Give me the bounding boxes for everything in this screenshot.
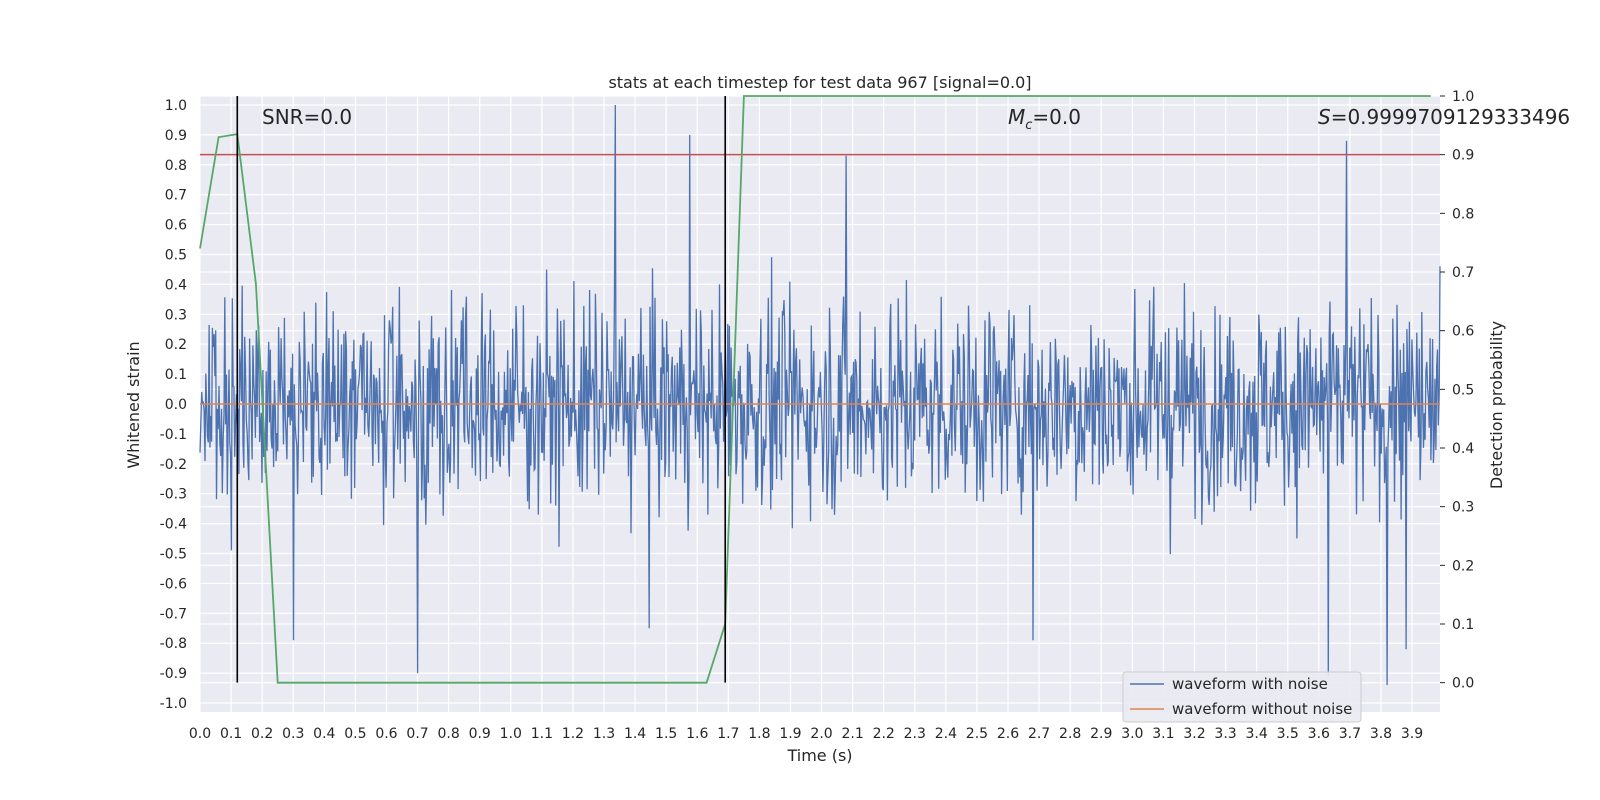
score-value: =0.9999709129333496: [1331, 105, 1570, 129]
y-tick-label: 0.7: [165, 188, 187, 204]
y2-axis-label: Detection probability: [1487, 321, 1506, 489]
y2-axis-ticks: 0.0 0.1 0.2 0.3 0.4 0.5 0.6 0.7 0.8 0.9 1.0: [1440, 89, 1474, 692]
legend-box: [1122, 671, 1362, 723]
x-tick-label: 0.3: [282, 726, 304, 742]
legend-label-clean: waveform without noise: [1172, 700, 1352, 718]
x-tick-label: 0.0: [189, 726, 211, 742]
x-tick-label: 3.8: [1370, 726, 1392, 742]
y-tick-label: -0.7: [160, 606, 187, 622]
y2-tick-label: 0.8: [1452, 206, 1474, 222]
x-tick-label: 0.1: [220, 726, 242, 742]
chart-title: stats at each timestep for test data 967…: [608, 73, 1031, 92]
x-tick-label: 1.0: [500, 726, 522, 742]
noise-waveform-line: [199, 104, 1441, 686]
x-tick-label: 0.6: [375, 726, 397, 742]
y2-tick-label: 0.0: [1452, 676, 1474, 692]
x-tick-label: 1.1: [531, 726, 553, 742]
snr-annotation: SNR=0.0: [262, 105, 352, 129]
x-tick-label: 0.5: [344, 726, 366, 742]
x-tick-label: 3.4: [1246, 726, 1268, 742]
y-tick-label: 0.4: [165, 277, 187, 293]
x-tick-label: 2.2: [873, 726, 895, 742]
y-tick-label: 0.2: [165, 337, 187, 353]
x-tick-label: 1.3: [593, 726, 615, 742]
x-tick-label: 0.7: [406, 726, 428, 742]
detection-probability-line: [199, 95, 1431, 684]
y-tick-label: 0.1: [165, 367, 187, 383]
legend-label-noise: waveform with noise: [1172, 675, 1328, 693]
x-tick-label: 1.4: [624, 726, 646, 742]
x-tick-label: 0.9: [469, 726, 491, 742]
y2-tick-label: 0.6: [1452, 324, 1474, 340]
chirp-mass-value: =0.0: [1032, 105, 1081, 129]
y-tick-label: -0.6: [160, 576, 187, 592]
x-tick-label: 3.9: [1401, 726, 1423, 742]
x-tick-label: 2.3: [904, 726, 926, 742]
x-tick-label: 3.0: [1121, 726, 1143, 742]
x-tick-label: 2.4: [935, 726, 957, 742]
y-tick-label: -0.3: [160, 487, 187, 503]
y2-tick-label: 0.2: [1452, 558, 1474, 574]
y-tick-label: 0.6: [165, 218, 187, 234]
x-tick-label: 1.2: [562, 726, 584, 742]
x-tick-label: 3.6: [1308, 726, 1330, 742]
x-tick-label: 2.6: [997, 726, 1019, 742]
chirp-mass-subscript: c: [1025, 118, 1032, 133]
x-tick-label: 2.7: [1028, 726, 1050, 742]
y-axis-label: Whitened strain: [124, 341, 143, 468]
x-tick-label: 3.7: [1339, 726, 1361, 742]
y2-tick-label: 0.4: [1452, 441, 1474, 457]
x-tick-label: 2.1: [841, 726, 863, 742]
x-axis-label: Time (s): [786, 746, 852, 765]
y2-tick-label: 0.1: [1452, 617, 1474, 633]
score-symbol: S: [1318, 105, 1331, 129]
x-tick-label: 2.8: [1059, 726, 1081, 742]
y2-tick-label: 0.3: [1452, 500, 1474, 516]
y2-tick-label: 0.7: [1452, 265, 1474, 281]
x-tick-label: 1.7: [717, 726, 739, 742]
x-tick-label: 2.5: [966, 726, 988, 742]
x-tick-label: 3.3: [1214, 726, 1236, 742]
y-tick-label: 0.8: [165, 158, 187, 174]
y2-tick-label: 0.9: [1452, 148, 1474, 164]
y-tick-label: 0.5: [165, 247, 187, 263]
chirp-mass-annotation: Mc=0.0: [1008, 105, 1081, 133]
x-tick-label: 0.2: [251, 726, 273, 742]
y-tick-label: -0.9: [160, 666, 187, 682]
x-tick-label: 3.1: [1152, 726, 1174, 742]
y-tick-label: -0.2: [160, 457, 187, 473]
y-tick-label: 0.9: [165, 128, 187, 144]
y-tick-label: -0.1: [160, 427, 187, 443]
x-tick-label: 2.0: [810, 726, 832, 742]
y-tick-label: -1.0: [160, 696, 187, 712]
y2-tick-label: 1.0: [1452, 89, 1474, 105]
series-waveform-with-noise: [199, 104, 1441, 686]
x-tick-label: 3.5: [1277, 726, 1299, 742]
series-detection-probability: [199, 95, 1431, 684]
x-tick-label: 0.4: [313, 726, 335, 742]
x-tick-label: 1.8: [748, 726, 770, 742]
y-tick-label: -0.8: [160, 636, 187, 652]
chirp-mass-symbol: M: [1008, 105, 1025, 129]
vertical-markers: [236, 96, 727, 683]
x-tick-label: 1.5: [655, 726, 677, 742]
snr-score-annotation: S=0.9999709129333496: [1318, 105, 1570, 129]
x-axis-ticks: 0.0 0.1 0.2 0.3 0.4 0.5 0.6 0.7 0.8 0.9 1.0 1.1 1.2 1…: [189, 726, 1423, 742]
legend: waveform with noise waveform without noi…: [1122, 671, 1362, 723]
y-axis-ticks: 1.0 0.9 0.8 0.7 0.6 0.5 0.4 0.3 0.2 0.1 0.0 -0.1 -0.…: [160, 98, 187, 712]
y-tick-label: 0.0: [165, 397, 187, 413]
x-tick-label: 3.2: [1183, 726, 1205, 742]
y2-tick-label: 0.5: [1452, 382, 1474, 398]
x-tick-label: 2.9: [1090, 726, 1112, 742]
y-tick-label: -0.4: [160, 517, 187, 533]
x-tick-label: 1.6: [686, 726, 708, 742]
y-tick-label: 0.3: [165, 307, 187, 323]
x-tick-label: 0.8: [437, 726, 459, 742]
x-tick-label: 1.9: [779, 726, 801, 742]
annotations: SNR=0.0 Mc=0.0 S=0.9999709129333496: [262, 105, 1570, 133]
y-tick-label: 1.0: [165, 98, 187, 114]
y-tick-label: -0.5: [160, 547, 187, 563]
